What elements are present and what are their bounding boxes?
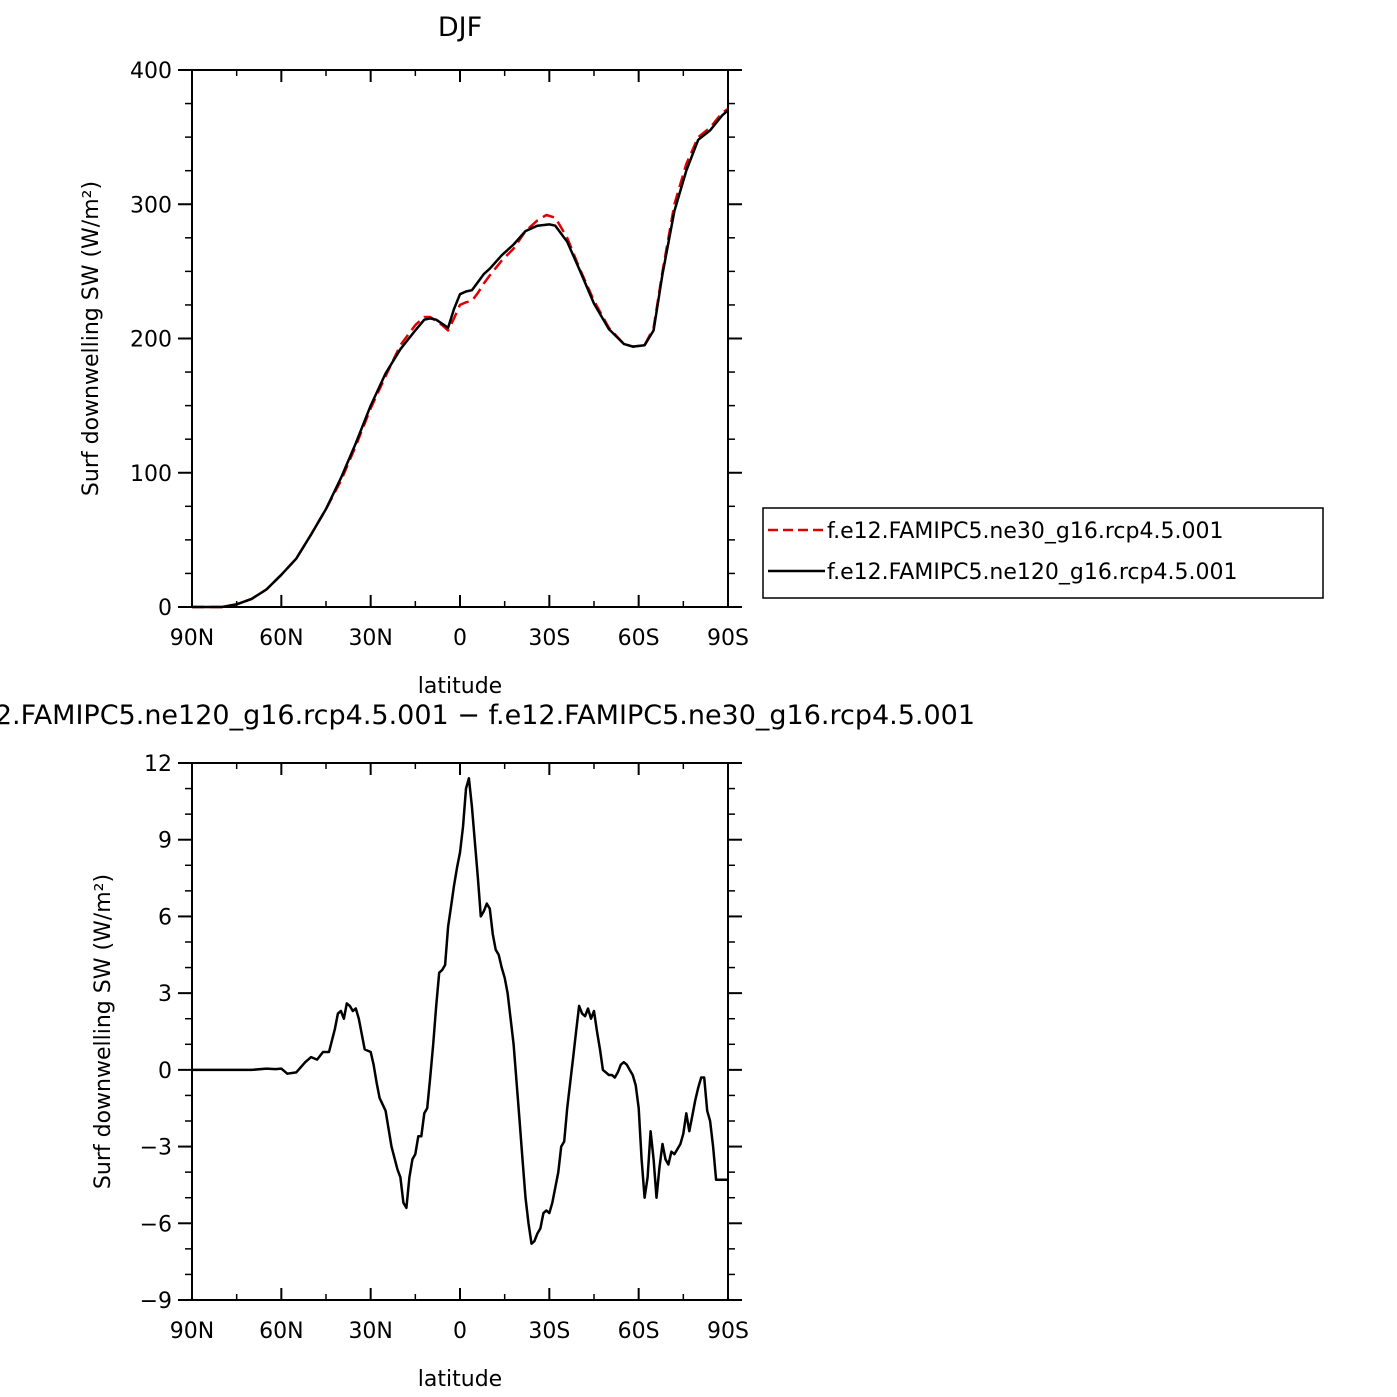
legend-entry-ne30: f.e12.FAMIPC5.ne30_g16.rcp4.5.001	[827, 519, 1223, 544]
top-chart-ylabel: Surf downwelling SW (W/m²)	[79, 181, 104, 496]
x-tick-label: 0	[453, 626, 467, 651]
top-chart-title: DJF	[438, 12, 482, 43]
bottom-chart-lines	[192, 777, 728, 1245]
x-tick-label: 30S	[528, 626, 570, 651]
x-tick-label: 30S	[528, 1319, 570, 1344]
x-tick-label: 90N	[170, 1319, 214, 1344]
top-chart-ticks	[178, 69, 742, 608]
x-tick-label: 30N	[348, 626, 392, 651]
bottom-chart-xlabel: latitude	[418, 1367, 502, 1392]
x-tick-label: 60S	[618, 1319, 660, 1344]
x-tick-label: 90S	[707, 1319, 749, 1344]
top-chart-lines	[192, 107, 729, 609]
y-tick-label: −3	[140, 1136, 172, 1161]
series-line	[192, 107, 729, 609]
x-tick-label: 90S	[707, 626, 749, 651]
bottom-chart-tick-labels: 90N 60N 30N 0 30S 60S 90S −9 −6 −3 0 3 6 9 12	[140, 752, 749, 1344]
y-tick-label: 200	[130, 328, 172, 353]
top-chart-tick-labels: 90N 60N 30N 0 30S 60S 90S 0 100 200 300 400	[130, 59, 749, 651]
y-tick-label: 400	[130, 59, 172, 84]
y-tick-label: 6	[158, 905, 172, 930]
top-chart-frame	[191, 69, 729, 608]
y-tick-label: 12	[144, 752, 172, 777]
y-tick-label: 0	[158, 596, 172, 621]
y-tick-label: 9	[158, 829, 172, 854]
y-tick-label: 0	[158, 1059, 172, 1084]
bottom-chart-frame	[191, 762, 729, 1301]
x-tick-label: 0	[453, 1319, 467, 1344]
legend-entry-ne120: f.e12.FAMIPC5.ne120_g16.rcp4.5.001	[827, 560, 1237, 585]
top-chart-xlabel: latitude	[418, 674, 502, 699]
y-tick-label: 100	[130, 462, 172, 487]
x-tick-label: 90N	[170, 626, 214, 651]
x-tick-label: 60S	[618, 626, 660, 651]
x-tick-label: 60N	[259, 626, 303, 651]
bottom-chart-title: f.e12.FAMIPC5.ne120_g16.rcp4.5.001 − f.e…	[0, 700, 975, 731]
bottom-chart-ylabel: Surf downwelling SW (W/m²)	[91, 874, 116, 1189]
x-tick-label: 30N	[348, 1319, 392, 1344]
legend: f.e12.FAMIPC5.ne30_g16.rcp4.5.001 f.e12.…	[762, 507, 1324, 599]
y-tick-label: −6	[140, 1212, 172, 1237]
series-line	[192, 777, 728, 1245]
y-tick-label: 3	[158, 982, 172, 1007]
legend-box	[762, 507, 1324, 599]
y-tick-label: −9	[140, 1289, 172, 1314]
x-tick-label: 60N	[259, 1319, 303, 1344]
bottom-chart-panel: f.e12.FAMIPC5.ne120_g16.rcp4.5.001 − f.e…	[0, 700, 975, 1392]
top-chart-panel: DJF 90N 60N 30N 0 30S 60S 90S 0 100 200 300 400 lat…	[79, 12, 749, 699]
y-tick-label: 300	[130, 193, 172, 218]
series-line	[192, 109, 729, 609]
